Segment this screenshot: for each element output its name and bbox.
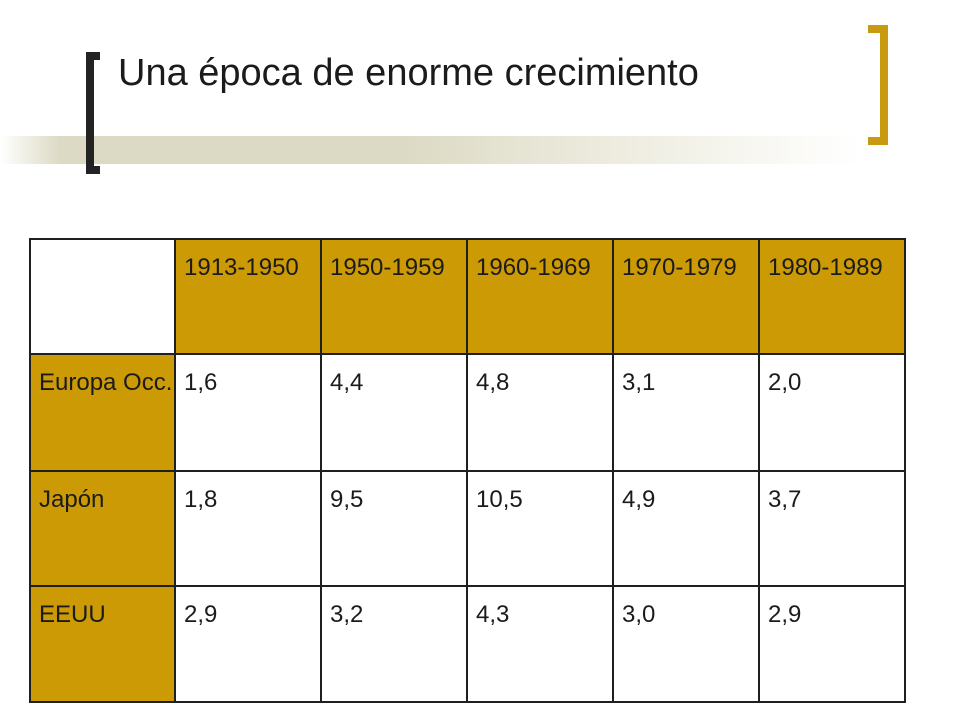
table-cell: 4,4 [320,353,468,472]
title-underline-bar [0,136,960,164]
row-header: Europa Occ. [29,353,176,472]
table-row: Europa Occ. 1,6 4,4 4,8 3,1 2,0 [29,353,906,472]
table-cell: 4,8 [466,353,614,472]
table-corner-cell [29,238,176,355]
column-header: 1913-1950 [174,238,322,355]
table-row: Japón 1,8 9,5 10,5 4,9 3,7 [29,470,906,587]
table-cell: 3,7 [758,470,906,587]
column-header: 1960-1969 [466,238,614,355]
right-bracket-decoration [868,25,888,145]
table-cell: 2,0 [758,353,906,472]
slide-title: Una época de enorme crecimiento [118,52,699,94]
table-cell: 3,1 [612,353,760,472]
table-cell: 3,0 [612,585,760,703]
table-header-row: 1913-1950 1950-1959 1960-1969 1970-1979 … [29,238,906,355]
table-cell: 4,3 [466,585,614,703]
table-cell: 9,5 [320,470,468,587]
growth-table: 1913-1950 1950-1959 1960-1969 1970-1979 … [29,238,906,703]
column-header: 1970-1979 [612,238,760,355]
table-row: EEUU 2,9 3,2 4,3 3,0 2,9 [29,585,906,703]
table-cell: 2,9 [758,585,906,703]
table-cell: 2,9 [174,585,322,703]
table-cell: 1,6 [174,353,322,472]
row-header: EEUU [29,585,176,703]
row-header: Japón [29,470,176,587]
table-cell: 1,8 [174,470,322,587]
column-header: 1980-1989 [758,238,906,355]
table-cell: 3,2 [320,585,468,703]
table-cell: 4,9 [612,470,760,587]
table-cell: 10,5 [466,470,614,587]
left-bracket-decoration [86,52,100,174]
column-header: 1950-1959 [320,238,468,355]
